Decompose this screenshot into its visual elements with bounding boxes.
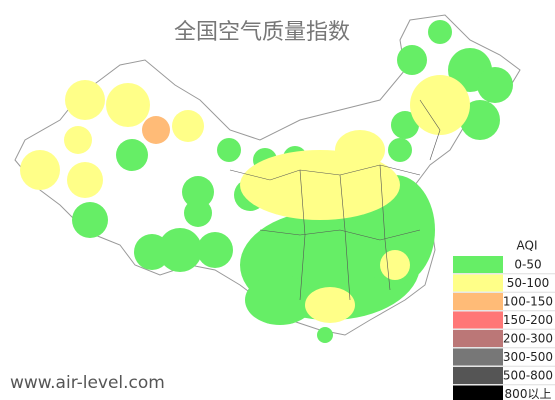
china-map <box>14 14 521 343</box>
legend-swatch <box>453 367 503 384</box>
legend-label: 800以上 <box>505 387 552 400</box>
orange-area <box>142 116 170 144</box>
province-borders <box>229 99 441 301</box>
legend-label: 50-100 <box>507 276 550 290</box>
green-areas <box>72 20 513 343</box>
legend-swatch <box>453 385 503 400</box>
legend-title: AQI <box>517 239 538 253</box>
legend-swatch <box>453 293 503 310</box>
legend-label: 100-150 <box>503 295 553 309</box>
legend-label: 300-500 <box>503 350 553 364</box>
legend-label: 500-800 <box>503 369 553 383</box>
watermark: www.air-level.com <box>10 373 165 393</box>
legend-swatch <box>453 274 503 292</box>
legend-label: 0-50 <box>514 258 541 272</box>
map-title: 全国空气质量指数 <box>174 20 350 45</box>
legend-swatch <box>453 348 503 366</box>
legend-swatch <box>453 330 503 347</box>
legend-label: 200-300 <box>503 332 553 346</box>
yellow-areas <box>20 75 470 323</box>
legend-swatch <box>453 256 503 273</box>
legend-swatch <box>453 311 503 329</box>
legend: AQI 0-50 50-100 100-150 150-200 200-300 300-5… <box>452 236 555 400</box>
legend-label: 150-200 <box>503 313 553 327</box>
